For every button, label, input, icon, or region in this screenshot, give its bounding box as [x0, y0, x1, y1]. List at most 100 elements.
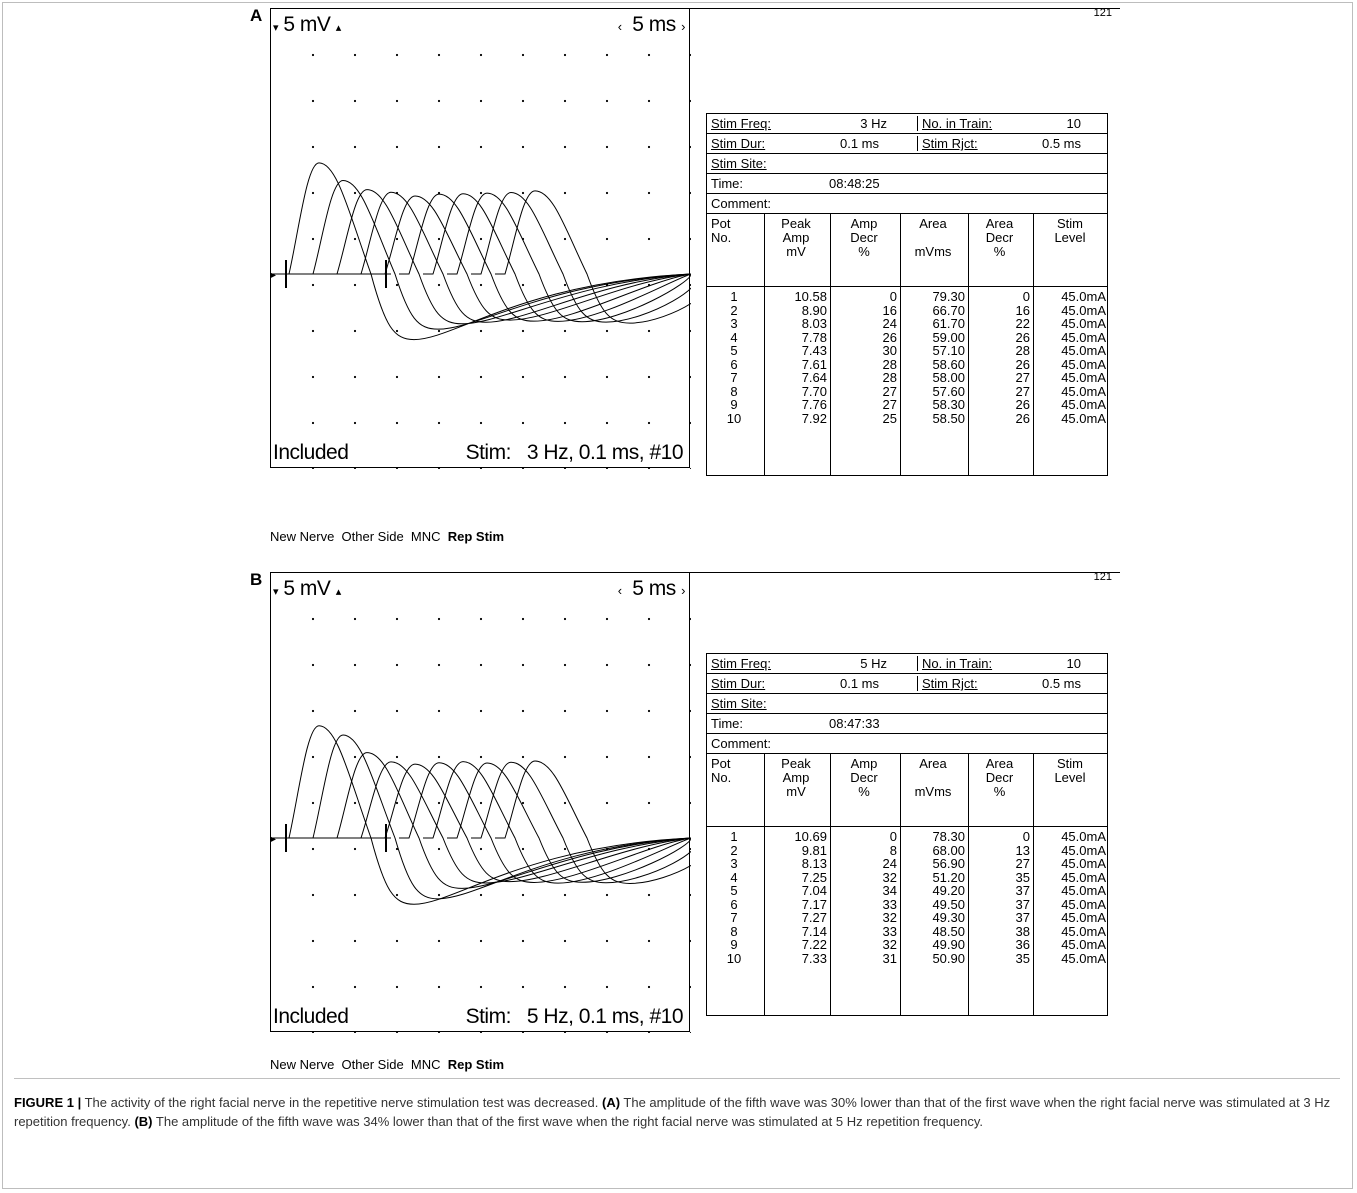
grid-dot [689, 893, 691, 897]
grid-dot [647, 99, 651, 103]
grid-dot [605, 421, 609, 425]
table-cell: 45.0mA [1061, 316, 1106, 331]
table-column: 45.0mA 45.0mA 45.0mA 45.0mA 45.0mA 45.0mA 45.0… [1034, 827, 1109, 1015]
grid-dot [521, 283, 525, 287]
cmap-trace [447, 762, 691, 883]
table-cell: 8 [730, 923, 738, 939]
caption-label: FIGURE 1 | [14, 1095, 82, 1110]
table-cell: 8.03 [801, 316, 827, 331]
grid-dot [521, 1031, 525, 1033]
column-header: Area mVms [901, 214, 969, 286]
grid-dot [605, 985, 609, 989]
grid-dot [479, 939, 483, 943]
included-label-a: Included [273, 441, 349, 464]
grid-dot [521, 985, 525, 989]
menu-mnc-b[interactable]: MNC [410, 1057, 441, 1072]
grid-dot [689, 939, 691, 943]
table-cell: 27 [882, 397, 897, 412]
grid-dot [689, 985, 691, 989]
grid-dot [353, 283, 357, 287]
grid-dot [353, 191, 357, 195]
grid-dot [311, 617, 315, 621]
table-cell: 37 [1015, 883, 1030, 898]
grid-dot [479, 801, 483, 805]
grid-dot [605, 663, 609, 667]
table-cell: 0 [1022, 829, 1030, 844]
table-column: 0 8 24 32 34 33 32 33 32 31 [831, 827, 901, 1015]
table-cell: 3 [730, 316, 738, 331]
table-column: 79.30 66.70 61.70 59.00 57.10 58.60 58.00 57.60… [901, 287, 969, 475]
menu-new-nerve-b[interactable]: New Nerve [270, 1057, 335, 1072]
cmap-trace [375, 195, 691, 321]
grid-dot [479, 421, 483, 425]
grid-dot [311, 801, 315, 805]
grid-dot [563, 375, 567, 379]
grid-dot [689, 467, 691, 469]
grid-dot [563, 663, 567, 667]
grid-dot [395, 283, 399, 287]
grid-dot [605, 755, 609, 759]
grid-dot [689, 755, 691, 759]
cmap-trace [495, 190, 691, 324]
table-cell: 26 [882, 329, 897, 345]
table-cell: 7.78 [801, 329, 827, 345]
table-cell: 8.90 [801, 302, 827, 318]
grid-dot [563, 145, 567, 149]
table-cell: 27 [882, 383, 897, 399]
grid-dot [353, 421, 357, 425]
grid-dot [479, 467, 483, 469]
grid-dot [437, 375, 441, 379]
table-cell: 27 [1015, 856, 1030, 871]
grid-dot [647, 939, 651, 943]
grid-dot [521, 99, 525, 103]
table-cell: 1 [730, 289, 738, 304]
table-cell: 49.30 [932, 910, 965, 925]
grid-dot [647, 53, 651, 57]
results-area-b: 121 Stim Freq: 5 Hz No. in Train: 10 Stim D… [690, 571, 1120, 1033]
menu-rep-stim-b[interactable]: Rep Stim [447, 1057, 505, 1072]
menu-rep-stim-a[interactable]: Rep Stim [447, 529, 505, 544]
grid-dot [689, 329, 691, 333]
grid-dot [353, 893, 357, 897]
grid-dot [647, 329, 651, 333]
table-cell: 57.60 [932, 383, 965, 399]
table-cell: 9.81 [801, 842, 827, 858]
grid-dot [689, 283, 691, 287]
caption-b-label: (B) [134, 1114, 153, 1129]
column-header: Pot No. [707, 754, 765, 826]
menu-other-side-b[interactable]: Other Side [341, 1057, 404, 1072]
grid-dot [479, 329, 483, 333]
menu-mnc-a[interactable]: MNC [410, 529, 441, 544]
table-cell: 10.58 [794, 289, 827, 304]
grid-dot [395, 617, 399, 621]
table-cell: 45.0mA [1061, 397, 1106, 412]
menu-new-nerve-a[interactable]: New Nerve [270, 529, 335, 544]
table-cell: 24 [882, 856, 897, 871]
grid-dot [689, 801, 691, 805]
grid-dot [521, 847, 525, 851]
table-cell: 7.76 [801, 397, 827, 412]
menu-other-side-a[interactable]: Other Side [341, 529, 404, 544]
grid-dot [563, 985, 567, 989]
grid-dot [647, 1031, 651, 1033]
grid-dot [437, 617, 441, 621]
grid-dot [437, 467, 441, 469]
grid-dot [647, 237, 651, 241]
cmap-trace [471, 761, 691, 884]
grid-dot [689, 99, 691, 103]
grid-dot [395, 893, 399, 897]
grid-dot [395, 375, 399, 379]
grid-dot [563, 847, 567, 851]
column-header: Area Decr % [969, 214, 1034, 286]
grid-dot [521, 663, 525, 667]
table-cell: 26 [1015, 410, 1030, 426]
grid-dot [311, 847, 315, 851]
table-cell: 28 [882, 370, 897, 385]
table-cell: 7.64 [801, 370, 827, 385]
table-cell: 7.61 [801, 356, 827, 372]
grid-dot [311, 467, 315, 469]
table-cell: 51.20 [932, 869, 965, 885]
table-cell: 36 [1015, 937, 1030, 952]
grid-dot [395, 939, 399, 943]
